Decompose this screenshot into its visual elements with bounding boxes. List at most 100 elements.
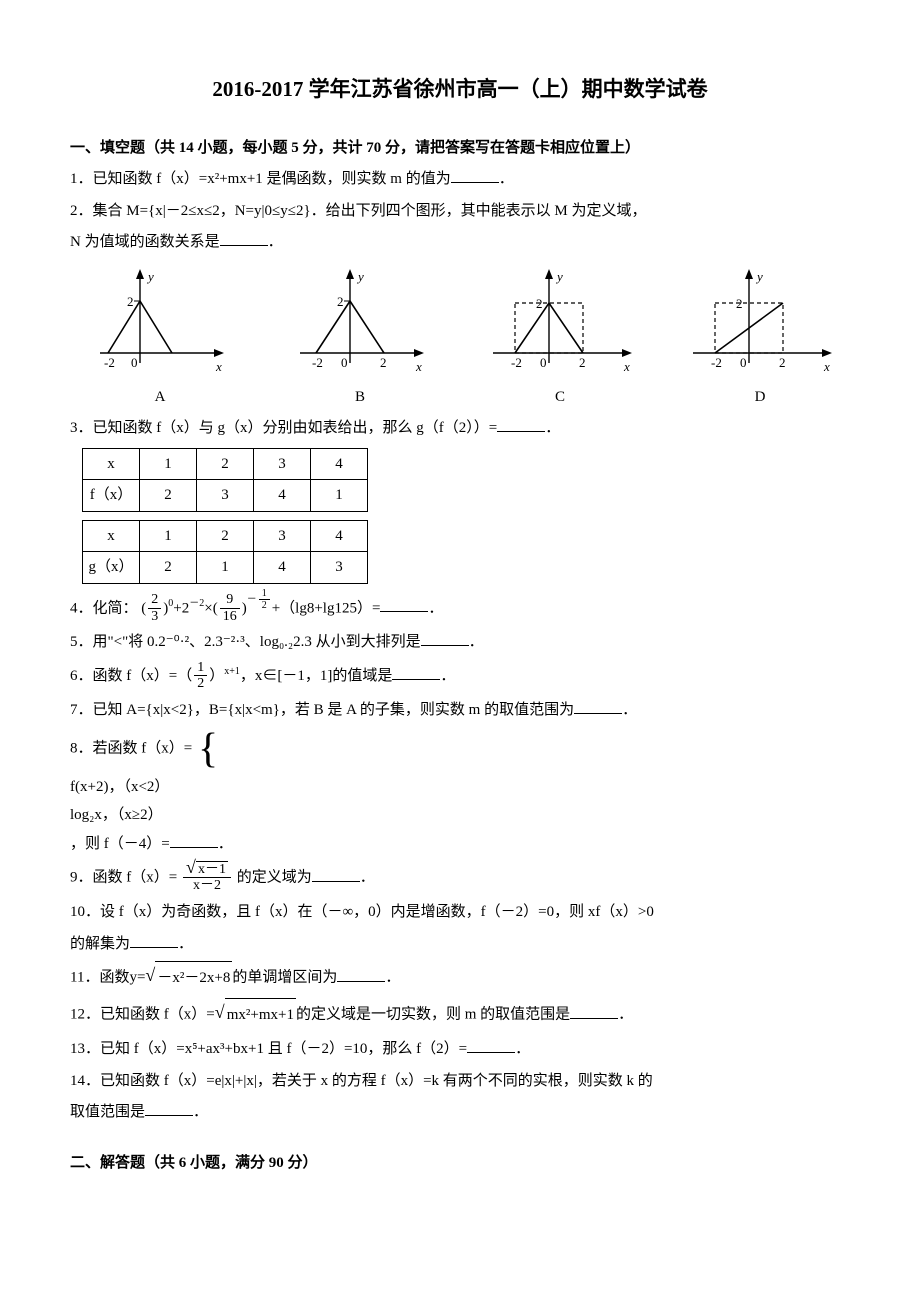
den: 16 bbox=[220, 609, 240, 626]
q6-exp: x+1 bbox=[224, 666, 240, 677]
tf-r0: f（x） bbox=[83, 480, 140, 512]
graph-A: 2 -2 0 x y A bbox=[70, 263, 250, 412]
q14b-text: 取值范围是 bbox=[70, 1104, 145, 1120]
q4-neg2: －2 bbox=[189, 598, 204, 609]
q6a: 6．函数 f（x）=（ bbox=[70, 668, 192, 684]
tg-r4: 3 bbox=[311, 552, 368, 584]
q8: 8．若函数 f（x）= { bbox=[70, 728, 850, 770]
table-f: x 1 2 3 4 f（x） 2 3 4 1 bbox=[82, 448, 368, 512]
tf-h3: 3 bbox=[254, 448, 311, 480]
q8-piecewise: { bbox=[198, 728, 220, 770]
dot12: ． bbox=[618, 1007, 633, 1023]
q2-line1: 2．集合 M={x|－2≤x≤2，N=y|0≤y≤2}．给出下列四个图形，其中能… bbox=[70, 197, 850, 226]
q4-exp0: 0 bbox=[168, 598, 173, 609]
num: 9 bbox=[220, 592, 240, 608]
x-arrow bbox=[214, 349, 224, 357]
dot5: ． bbox=[469, 634, 484, 650]
tf-h1: 1 bbox=[140, 448, 197, 480]
q4-pre: 4．化简： bbox=[70, 600, 138, 616]
q9-frac: √x－1 x－2 bbox=[183, 861, 231, 895]
q6: 6．函数 f（x）=（12）x+1，x∈[－1，1]的值域是． bbox=[70, 660, 850, 693]
xaxis-label: x bbox=[823, 359, 830, 374]
q13: 13．已知 f（x）=x⁵+ax³+bx+1 且 f（－2）=10，那么 f（2… bbox=[70, 1035, 850, 1064]
graph-C: 2 -2 0 2 x y C bbox=[470, 263, 650, 412]
yaxis-label: y bbox=[755, 269, 763, 284]
x-arrow bbox=[414, 349, 424, 357]
q8b: ，则 f（－4）= bbox=[70, 836, 170, 852]
q3-text: 3．已知函数 f（x）与 g（x）分别由如表给出，那么 g（f（2））= bbox=[70, 420, 497, 436]
page-title: 2016-2017 学年江苏省徐州市高一（上）期中数学试卷 bbox=[70, 70, 850, 110]
tg-r1: 2 bbox=[140, 552, 197, 584]
q14-line2: 取值范围是 ． bbox=[70, 1098, 850, 1127]
q13-text: 13．已知 f（x）=x⁵+ax³+bx+1 且 f（－2）=10，那么 f（2… bbox=[70, 1041, 467, 1057]
sqrt-icon: √ bbox=[145, 956, 155, 996]
dot14: ． bbox=[193, 1104, 208, 1120]
xpos-label: 2 bbox=[579, 355, 586, 370]
tf-r2: 3 bbox=[197, 480, 254, 512]
ytick-label: 2 bbox=[736, 296, 743, 311]
dot3: ． bbox=[545, 420, 560, 436]
section2-heading: 二、解答题（共 6 小题，满分 90 分） bbox=[70, 1149, 850, 1178]
q3: 3．已知函数 f（x）与 g（x）分别由如表给出，那么 g（f（2））= ． bbox=[70, 414, 850, 443]
graph-A-svg: 2 -2 0 x y bbox=[90, 263, 230, 381]
tf-h2: 2 bbox=[197, 448, 254, 480]
num: 1 bbox=[259, 588, 270, 600]
tg-h0: x bbox=[83, 520, 140, 552]
q4-mid1: +2 bbox=[173, 600, 189, 616]
q9-blank bbox=[312, 866, 360, 882]
q8-piece2: log₂x，（x≥2） bbox=[70, 801, 850, 830]
q1: 1．已知函数 f（x）=x²+mx+1 是偶函数，则实数 m 的值为． bbox=[70, 165, 850, 194]
tg-h3: 3 bbox=[254, 520, 311, 552]
xorig-label: 0 bbox=[131, 355, 138, 370]
q11-sqrt-body: －x²－2x+8 bbox=[155, 961, 232, 995]
q10-line1: 10．设 f（x）为奇函数，且 f（x）在（－∞，0）内是增函数，f（－2）=0… bbox=[70, 898, 850, 927]
xorig-label: 0 bbox=[740, 355, 747, 370]
q4: 4．化简： (23)0+2－2×(916)－12+（lg8+lg125）=． bbox=[70, 592, 850, 625]
q1-blank bbox=[451, 167, 499, 183]
sqrt-icon: √ bbox=[215, 993, 225, 1033]
xpos-label: 2 bbox=[380, 355, 387, 370]
xneg-label: -2 bbox=[511, 355, 522, 370]
q12-blank bbox=[570, 1003, 618, 1019]
q11b: 的单调增区间为 bbox=[232, 970, 337, 986]
q6-frac: 12 bbox=[194, 660, 207, 693]
den: 2 bbox=[194, 676, 207, 693]
xorig-label: 0 bbox=[341, 355, 348, 370]
graph-D: 2 -2 0 2 x y D bbox=[670, 263, 850, 412]
dot7: ． bbox=[622, 702, 637, 718]
q12a: 12．已知函数 f（x）= bbox=[70, 1007, 215, 1023]
tg-r0: g（x） bbox=[83, 552, 140, 584]
num: 2 bbox=[148, 592, 161, 608]
q8-piece1: f(x+2)，（x<2） bbox=[70, 773, 850, 802]
x-arrow bbox=[622, 349, 632, 357]
tf-r4: 1 bbox=[311, 480, 368, 512]
q11: 11．函数y=√－x²－2x+8的单调增区间为． bbox=[70, 961, 850, 995]
q11a: 11．函数y= bbox=[70, 970, 145, 986]
table-row: g（x） 2 1 4 3 bbox=[83, 552, 368, 584]
xneg-label: -2 bbox=[312, 355, 323, 370]
xaxis-label: x bbox=[215, 359, 222, 374]
graph-C-svg: 2 -2 0 2 x y bbox=[483, 263, 638, 381]
q9-den: x－2 bbox=[183, 878, 231, 895]
q5: 5．用"<"将 0.2⁻⁰·²、2.3⁻²·³、log₀.₂2.3 从小到大排列… bbox=[70, 628, 850, 657]
den: 3 bbox=[148, 609, 161, 626]
graph-D-svg: 2 -2 0 2 x y bbox=[683, 263, 838, 381]
q10-line2: 的解集为． bbox=[70, 930, 850, 959]
tg-h4: 4 bbox=[311, 520, 368, 552]
dot6: ． bbox=[440, 668, 455, 684]
y-arrow bbox=[745, 269, 753, 279]
sqrt-icon: √ bbox=[186, 858, 196, 878]
q4-frac1: 23 bbox=[148, 592, 161, 625]
tf-r1: 2 bbox=[140, 480, 197, 512]
table-row: f（x） 2 3 4 1 bbox=[83, 480, 368, 512]
q9-sqrt-body: x－1 bbox=[196, 861, 228, 877]
table-row: x 1 2 3 4 bbox=[83, 448, 368, 480]
q12b: 的定义域是一切实数，则 m 的取值范围是 bbox=[296, 1007, 570, 1023]
q2-blank bbox=[220, 230, 268, 246]
q11-blank bbox=[337, 966, 385, 982]
q2-line2: N 为值域的函数关系是． bbox=[70, 228, 850, 257]
q7-blank bbox=[574, 698, 622, 714]
dot8: ． bbox=[218, 836, 233, 852]
section1-heading: 一、填空题（共 14 小题，每小题 5 分，共计 70 分，请把答案写在答题卡相… bbox=[70, 134, 850, 163]
tg-h1: 1 bbox=[140, 520, 197, 552]
